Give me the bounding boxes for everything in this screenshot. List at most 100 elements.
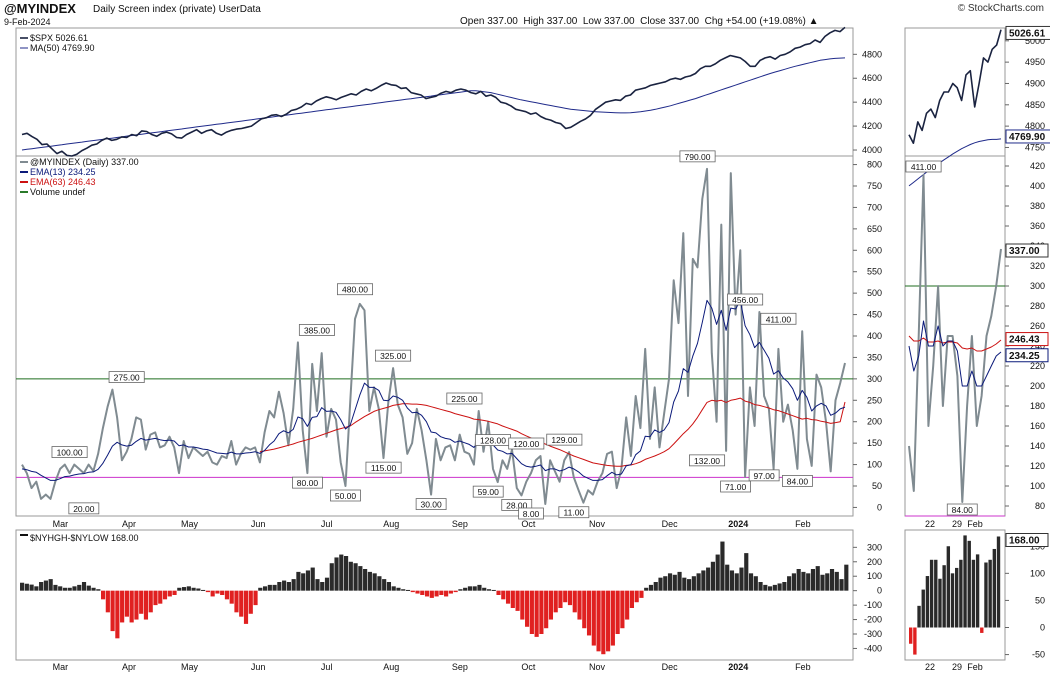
y-tick-label: 4400 [862,97,882,107]
breadth-bar [34,586,39,591]
breadth-bar [100,590,106,600]
side-spx-line [908,29,1002,144]
annotation-label: 71.00 [725,482,747,492]
breadth-bar [162,590,168,600]
breadth-bar [320,582,325,591]
breadth-bar [653,582,658,591]
breadth-bar [305,570,311,591]
breadth-bar [43,580,48,591]
y-tick-label: -100 [864,600,882,610]
breadth-bar [258,587,263,591]
x-axis-label: Nov [589,519,606,529]
breadth-bar [796,569,801,591]
side-breadth-bar [955,567,959,628]
breadth-bar [143,590,149,620]
breadth-bar [520,590,525,620]
annotation-box [518,507,544,520]
annotation-label: 100.00 [57,448,83,458]
y-tick-label: 650 [867,224,882,234]
y-tick-label: 100 [867,571,882,581]
annotation-label: 97.00 [753,471,775,481]
breadth-bar [596,590,601,652]
breadth-bar [663,576,668,591]
annotation-box [546,433,583,446]
side-y-tick-label: 100 [1030,568,1045,578]
chart-symbol: @MYINDEX [4,1,76,16]
breadth-bar [72,586,77,591]
breadth-bar [224,590,230,600]
breadth-bar [591,590,596,646]
breadth-bar [834,571,839,591]
breadth-bar [829,569,835,591]
y-tick-label: 800 [867,160,882,170]
breadth-bar [801,571,806,591]
side-y-tick-label: 50 [1035,595,1045,605]
breadth-bar [96,589,101,591]
x-axis-label: Sep [452,662,468,672]
breadth-bar [444,590,449,597]
breadth-bar [701,570,706,591]
breadth-bar [105,590,110,613]
breadth-bar [148,590,153,613]
breadth-bar [201,589,206,591]
spx-line [21,26,846,157]
breadth-bar [691,576,696,591]
breadth-bar [282,580,287,591]
breadth-bar [448,590,453,594]
side-breadth-bar [946,546,951,628]
breadth-bar [477,584,482,591]
breadth-bar [220,590,225,595]
breadth-bar [463,587,468,591]
y-tick-label: -300 [864,629,882,639]
breadth-bar [377,576,382,591]
breadth-bar [39,582,44,591]
breadth-bar [420,590,425,595]
breadth-bar [310,567,315,591]
breadth-bar [472,586,477,591]
side-y-tick-label: 5000 [1025,36,1045,46]
side-breadth-bar [950,573,955,628]
annotation-box [501,499,533,511]
y-tick-label: 4000 [862,145,882,155]
annotation-label: 84.00 [787,476,809,486]
breadth-bar [396,587,401,591]
annotation-label: 480.00 [342,285,368,295]
y-tick-label: 100 [867,460,882,470]
side-annotation-label: 411.00 [911,162,937,172]
breadth-bar [729,570,735,591]
breadth-bar [458,589,463,591]
breadth-bar [24,583,29,591]
annotation-label: 411.00 [766,314,792,324]
breadth-bar [567,590,573,606]
side-panel-frame-top [904,27,1006,157]
breadth-bar [610,590,615,646]
annotation-label: 120.00 [513,439,539,449]
breadth-bar [710,561,715,591]
breadth-bar [120,590,125,623]
breadth-bar [262,586,268,591]
breadth-bar [620,590,625,629]
y-tick-label: 150 [867,438,882,448]
annotation-box [415,498,447,510]
breadth-bar [658,577,663,591]
breadth-bar [405,589,411,591]
y-tick-label: 350 [867,352,882,362]
breadth-bar [134,590,139,620]
annotation-box [720,480,751,493]
breadth-bar [534,590,539,637]
breadth-bar [401,589,406,591]
y-tick-label: 200 [867,557,882,567]
breadth-bar [696,573,701,591]
breadth-bar [358,566,363,591]
side-x-axis-label: Feb [967,519,983,529]
side-y-tick-label: 4750 [1025,142,1045,152]
y-tick-label: 300 [867,374,882,384]
side-breadth-bar [992,548,997,628]
annotation-label: 225.00 [451,394,477,404]
spx-last-label-box [1005,25,1050,40]
annotation-label: 128.00 [480,436,506,446]
annotation-label: 28.00 [506,500,528,510]
breadth-bar [181,587,187,591]
side-y-tick-label: -50 [1032,650,1045,660]
breadth-bar [434,590,439,597]
